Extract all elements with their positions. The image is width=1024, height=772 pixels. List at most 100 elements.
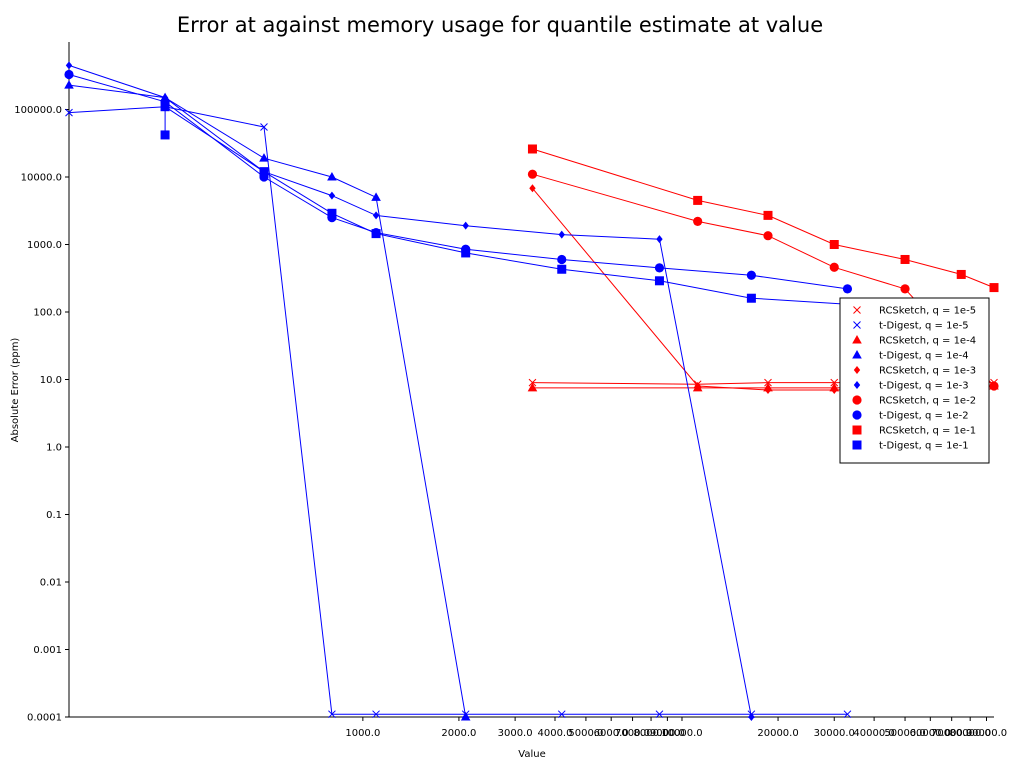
y-tick-label: 10000.0 xyxy=(21,173,62,184)
data-point xyxy=(557,710,566,719)
legend-marker xyxy=(852,410,862,420)
data-point xyxy=(558,230,565,239)
legend-box xyxy=(839,297,990,464)
data-point xyxy=(327,172,337,181)
chart-title: Error at against memory usage for quanti… xyxy=(177,13,823,37)
data-point xyxy=(764,378,772,387)
data-point xyxy=(746,270,756,280)
x-tick-label: 40000.0 xyxy=(853,728,894,739)
legend-label: RCSketch, q = 1e-1 xyxy=(879,426,976,437)
series-3 xyxy=(64,80,471,721)
data-point xyxy=(900,254,910,264)
data-point xyxy=(527,169,538,179)
y-tick-label: 0.001 xyxy=(33,645,62,656)
data-point xyxy=(746,293,756,303)
data-point xyxy=(372,211,380,220)
data-point xyxy=(64,69,74,80)
data-point xyxy=(65,61,73,70)
series-line xyxy=(164,105,848,305)
x-tick-label: 4000.0 xyxy=(537,728,572,739)
data-point xyxy=(462,221,469,230)
data-point xyxy=(371,192,381,201)
data-point xyxy=(829,262,839,272)
y-tick-label: 100.0 xyxy=(33,308,62,319)
x-tick-label: 9000.0 xyxy=(650,728,685,739)
legend-marker xyxy=(852,425,862,435)
x-tick-label: 5000.0 xyxy=(568,728,603,739)
data-point xyxy=(327,208,337,218)
legend: RCSketch, q = 1e-5 t-Digest, q = 1e-5 RCSk… xyxy=(839,297,990,464)
legend-marker xyxy=(853,366,861,374)
y-tick-label: 10.0 xyxy=(40,375,62,386)
data-point xyxy=(528,378,537,387)
data-point xyxy=(529,184,536,193)
series-1 xyxy=(65,102,852,719)
y-tick-label: 1.0 xyxy=(46,443,62,454)
data-point xyxy=(748,713,755,721)
legend-marker xyxy=(853,306,861,314)
data-point xyxy=(371,229,381,239)
data-point xyxy=(259,153,269,162)
data-point xyxy=(557,254,567,265)
y-tick-label: 0.01 xyxy=(40,578,62,589)
y-tick-label: 1000.0 xyxy=(27,240,62,251)
y-tick-label: 0.0001 xyxy=(27,713,62,724)
legend-label: RCSketch, q = 1e-3 xyxy=(879,366,976,377)
series-line xyxy=(68,84,467,718)
data-point xyxy=(830,378,839,387)
x-tick-label: 3000.0 xyxy=(498,728,533,739)
data-point xyxy=(65,108,73,117)
data-point xyxy=(460,712,471,721)
data-point xyxy=(654,276,664,286)
x-tick-label: 1000.0 xyxy=(345,728,380,739)
series-line xyxy=(68,74,848,290)
data-point xyxy=(956,269,966,279)
data-point xyxy=(843,710,852,719)
x-tick-label: 30000.0 xyxy=(814,728,855,739)
series-line xyxy=(68,64,752,718)
x-tick-label: 80000.0 xyxy=(950,728,991,739)
legend-marker xyxy=(852,395,862,405)
data-point xyxy=(557,264,567,274)
x-tick-label: 60000.0 xyxy=(910,728,951,739)
legend-marker xyxy=(852,350,862,359)
data-point xyxy=(260,123,268,131)
x-tick-label: 20000.0 xyxy=(757,728,798,739)
legend-marker xyxy=(853,321,861,329)
x-tick-label: 7000.0 xyxy=(615,728,650,739)
legend-label: RCSketch, q = 1e-5 xyxy=(879,306,976,317)
x-tick-label: 10000.0 xyxy=(661,728,702,739)
x-tick-label: 70000.0 xyxy=(931,728,972,739)
data-point xyxy=(831,385,838,394)
legend-label: t-Digest, q = 1e-4 xyxy=(879,351,969,362)
x-tick-label: 50000.0 xyxy=(884,728,925,739)
data-point xyxy=(989,283,999,293)
data-point xyxy=(654,263,665,273)
data-point xyxy=(259,167,269,177)
data-point xyxy=(527,144,537,154)
legend-label: RCSketch, q = 1e-4 xyxy=(879,336,976,347)
series-8 xyxy=(527,144,999,293)
data-point xyxy=(763,210,773,220)
data-point xyxy=(160,102,170,112)
data-point xyxy=(655,710,664,719)
legend-marker xyxy=(853,381,861,389)
series-line xyxy=(532,148,995,289)
data-point xyxy=(64,80,74,89)
legend-label: t-Digest, q = 1e-5 xyxy=(879,321,969,332)
data-point xyxy=(900,284,910,294)
data-point xyxy=(461,248,471,258)
y-axis-label: Absolute Error (ppm) xyxy=(10,338,21,443)
x-tick-label: 90000.0 xyxy=(966,728,1007,739)
x-tick-label: 6000.0 xyxy=(594,728,629,739)
legend-label: t-Digest, q = 1e-1 xyxy=(879,441,969,452)
series-5 xyxy=(65,61,755,721)
data-point xyxy=(656,235,663,244)
axes: 0.0001 0.001 0.01 0.1 1.0 10.0 100.0 1000.0 1000… xyxy=(14,42,1007,739)
x-tick-label: 8000.0 xyxy=(634,728,669,739)
data-point xyxy=(694,382,701,391)
data-point xyxy=(328,710,336,719)
data-point xyxy=(763,231,773,241)
